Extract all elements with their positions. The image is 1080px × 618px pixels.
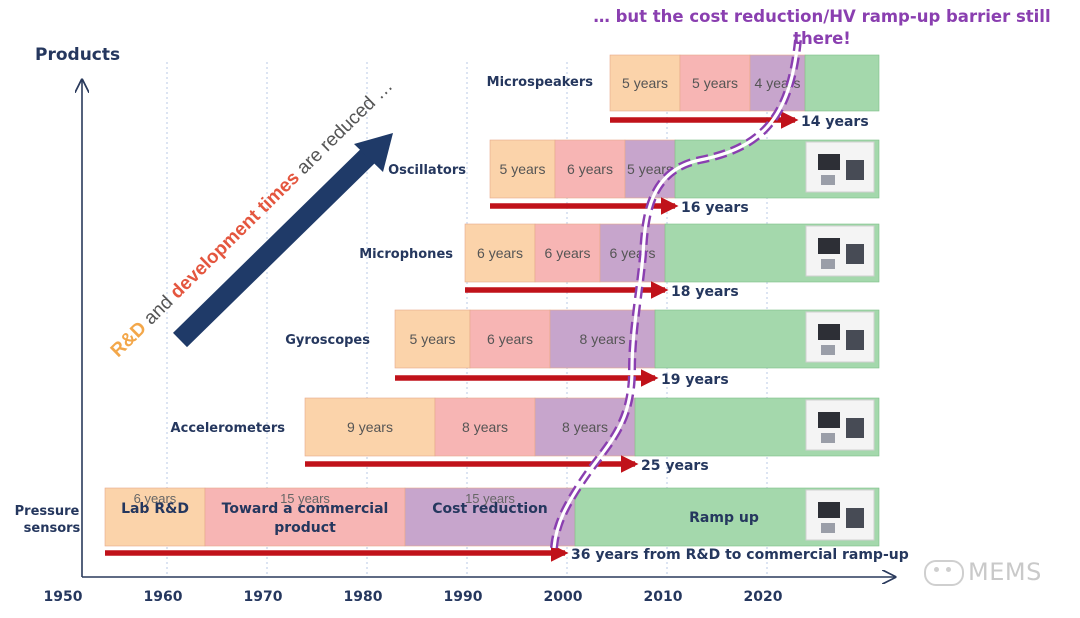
- product-label: Accelerometers: [171, 421, 286, 436]
- x-tick-label: 2020: [744, 589, 783, 605]
- phase-name-label: Toward a commercial: [222, 501, 389, 517]
- phase-duration-label: 8 years: [562, 419, 608, 435]
- wechat-icon: [924, 560, 964, 586]
- phase-duration-label: 6 years: [487, 331, 533, 347]
- phase-duration-label: 15 years: [465, 491, 515, 506]
- product-label: sensors: [24, 521, 81, 536]
- x-tick-label: 1970: [244, 589, 283, 605]
- chip-icon: [821, 523, 835, 533]
- phase-duration-label: 6 years: [567, 161, 613, 177]
- phase-duration-label: 6 years: [134, 491, 177, 506]
- phase-bar-toward: [204, 487, 406, 547]
- product-label: Gyroscopes: [285, 333, 370, 348]
- total-duration-label: 14 years: [801, 114, 869, 130]
- y-axis-title: Products: [35, 45, 120, 65]
- x-tick-label: 2000: [544, 589, 583, 605]
- x-tick-label: 1990: [444, 589, 483, 605]
- trend-arrow-shaft: [173, 140, 383, 348]
- phase-bar-toward: [434, 397, 536, 457]
- chip-icon: [821, 175, 835, 185]
- product-label: Oscillators: [388, 163, 466, 178]
- total-duration-label: 36 years from R&D to commercial ramp-up: [571, 547, 909, 563]
- trend-arrow-head: [354, 133, 393, 172]
- chip-icon: [846, 160, 864, 180]
- chip-icon: [818, 412, 840, 428]
- watermark-text: MEMS: [968, 558, 1042, 586]
- chip-icon: [846, 418, 864, 438]
- phase-bar-cost: [549, 309, 656, 369]
- chip-icon: [821, 433, 835, 443]
- chip-icon: [846, 508, 864, 528]
- product-label: Microphones: [359, 247, 453, 262]
- ramp-up-label: Ramp up: [689, 510, 759, 526]
- total-duration-label: 19 years: [661, 372, 729, 388]
- phase-duration-label: 6 years: [477, 245, 523, 261]
- phase-bar-toward: [679, 54, 751, 112]
- phase-bar-rnd: [394, 309, 471, 369]
- phase-duration-label: 15 years: [280, 491, 330, 506]
- phase-duration-label: 5 years: [500, 161, 546, 177]
- chip-icon: [846, 330, 864, 350]
- x-tick-label: 1950: [44, 589, 83, 605]
- phase-duration-label: 8 years: [580, 331, 626, 347]
- chip-icon: [818, 154, 840, 170]
- x-tick-label: 1980: [344, 589, 383, 605]
- product-label: Pressure: [15, 504, 80, 519]
- x-tick-label: 2010: [644, 589, 683, 605]
- barrier-headline: … but the cost reduction/HV ramp-up barr…: [593, 7, 1050, 26]
- phase-name-label: Cost reduction: [432, 501, 548, 517]
- x-tick-label: 1960: [144, 589, 183, 605]
- total-duration-label: 18 years: [671, 284, 739, 300]
- phase-bar-rnd: [489, 139, 556, 199]
- phase-name-label: Lab R&D: [121, 501, 189, 517]
- chip-icon: [821, 345, 835, 355]
- phase-bar-cost: [404, 487, 576, 547]
- trend-text: R&D and development times are reduced …: [107, 76, 397, 362]
- barrier-curve: [552, 39, 800, 549]
- chip-icon: [818, 324, 840, 340]
- product-label: Microspeakers: [487, 75, 594, 90]
- mems-watermark: MEMS: [924, 558, 1042, 586]
- chip-icon: [846, 244, 864, 264]
- barrier-headline: there!: [793, 29, 851, 48]
- chip-icon: [821, 259, 835, 269]
- phase-bar-toward: [554, 139, 626, 199]
- phase-duration-label: 5 years: [627, 161, 673, 177]
- phase-duration-label: 5 years: [622, 75, 668, 91]
- phase-duration-label: 6 years: [610, 245, 656, 261]
- phase-bar-rnd: [464, 223, 536, 283]
- chip-icon: [818, 502, 840, 518]
- phase-duration-label: 6 years: [545, 245, 591, 261]
- phase-bar-toward: [469, 309, 551, 369]
- chip-icon: [818, 238, 840, 254]
- phase-bar-rnd: [609, 54, 681, 112]
- phase-name-label: product: [274, 520, 336, 536]
- phase-duration-label: 9 years: [347, 419, 393, 435]
- total-duration-label: 25 years: [641, 458, 709, 474]
- total-duration-label: 16 years: [681, 200, 749, 216]
- phase-duration-label: 5 years: [692, 75, 738, 91]
- phase-duration-label: 5 years: [410, 331, 456, 347]
- phase-duration-label: 8 years: [462, 419, 508, 435]
- phase-bar-cost: [599, 223, 666, 283]
- phase-bar-ramp: [804, 54, 880, 112]
